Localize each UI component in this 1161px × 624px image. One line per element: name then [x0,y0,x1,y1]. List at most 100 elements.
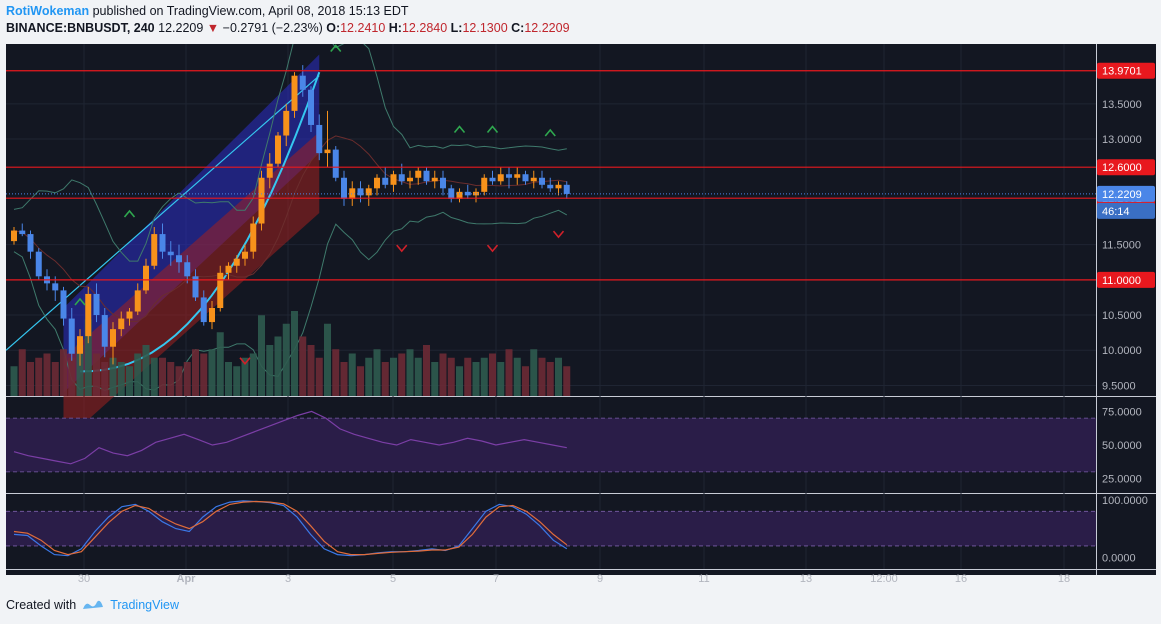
candle-body [19,230,26,235]
level-price-label: 12.6000 [1102,162,1142,174]
level-price-label-background [1097,62,1155,79]
low-value: 12.1300 [462,21,508,35]
signal-up-arrow-icon [123,209,136,218]
signal-down-arrow-icon [552,230,565,239]
time-axis-label: 9 [597,573,603,585]
price-axis-label: 9.5000 [1102,380,1136,392]
rsi-axis-label: 25.0000 [1102,474,1142,486]
candle-body [192,276,199,298]
candle-body [250,223,257,252]
candle-body [176,255,182,263]
candle-body [555,184,562,189]
candle-body [308,89,314,125]
volume-bar [142,345,150,396]
price-axis-label: 13.0000 [1102,134,1142,146]
candle-body [522,174,529,182]
candle-body [126,311,133,319]
time-axis-label: Apr [177,573,197,585]
volume-bar [134,353,142,396]
volume-bar [18,349,26,396]
volume-bar [406,349,414,396]
signal-down-arrow-icon [396,244,408,253]
candle-body [52,283,59,291]
level-price-label-background [1097,159,1155,176]
level-price-label: 11.0000 [1102,275,1141,287]
volume-bar [414,357,422,396]
volume-bar [472,362,480,396]
candle-body [151,234,158,266]
signal-up-arrow-icon [74,297,86,306]
candle-body [316,124,323,154]
last-price-label: 12.2209 [1102,189,1142,201]
candle-body [497,174,504,182]
tradingview-link[interactable]: TradingView [110,598,179,612]
signal-down-arrow-icon [239,357,251,366]
time-axis-label: 30 [78,573,90,585]
candle-body [291,75,298,111]
candle-body [341,177,347,199]
time-axis-label: 16 [955,573,967,585]
signal-up-arrow-icon [453,125,466,133]
created-with-text: Created with [6,598,77,612]
last-price: 12.2209 [158,21,204,35]
published-text: published on TradingView.com, April 08, … [92,4,409,18]
volume-bar [513,357,521,396]
chart-canvas[interactable]: 13.5000 13.0000 11.5000 10.5000 10.0000 9.500… [6,44,1156,590]
volume-bar [291,311,298,396]
candle-body [415,170,422,178]
time-axis-label: 12:00 [870,573,898,585]
volume-bar [27,362,34,396]
candle-body [374,177,380,189]
volume-bar [431,362,439,396]
volume-bar [84,319,92,396]
volume-bar [43,353,51,396]
signal-up-arrow-icon [486,125,499,133]
volume-bar [324,323,331,396]
open-value: 12.2410 [340,21,386,35]
author-link[interactable]: RotiWokeman [6,4,90,18]
signal-up-arrow-icon [544,128,556,137]
volume-bar [216,332,224,396]
price-axis-label: 10.5000 [1102,310,1142,322]
candle-body [332,149,339,178]
down-arrow-icon: ▼ [206,21,220,35]
stoch-d-line [13,500,568,556]
trend-line [6,75,320,351]
candle-body [382,177,389,185]
volume-bar [480,357,488,396]
volume-bar [381,362,389,396]
candle-body [547,184,554,189]
candle-body [431,177,438,182]
candle-body [283,110,290,136]
candle-body [93,293,100,316]
volume-bar [439,353,447,396]
volume-bar [365,357,373,396]
volume-bar [340,362,348,396]
volume-bar [101,362,109,396]
candle-body [134,290,141,312]
volume-bar [555,357,562,396]
candle-body [440,177,446,189]
bollinger-basis [13,135,567,322]
volume-bar [464,357,472,396]
candle-body [275,135,281,164]
time-axis-label: 3 [285,573,291,585]
candle-body [530,177,537,182]
volume-bar [249,353,257,396]
volume-bar [299,336,307,396]
publish-line: RotiWokeman published on TradingView.com… [6,3,570,20]
volume-bar [167,362,175,396]
volume-bar [10,366,18,396]
candle-body [365,188,372,196]
volume-bar [117,362,125,396]
volume-bar [447,357,455,396]
time-axis-label: 11 [698,573,709,585]
candle-body [118,318,125,330]
volume-bar [332,349,340,396]
candle-body [473,191,479,196]
volume-bar [563,366,571,396]
volume-bar [423,345,430,396]
time-axis-label: 7 [493,573,499,585]
candle-body [349,188,356,199]
countdown-label: 46:14 [1102,206,1130,218]
